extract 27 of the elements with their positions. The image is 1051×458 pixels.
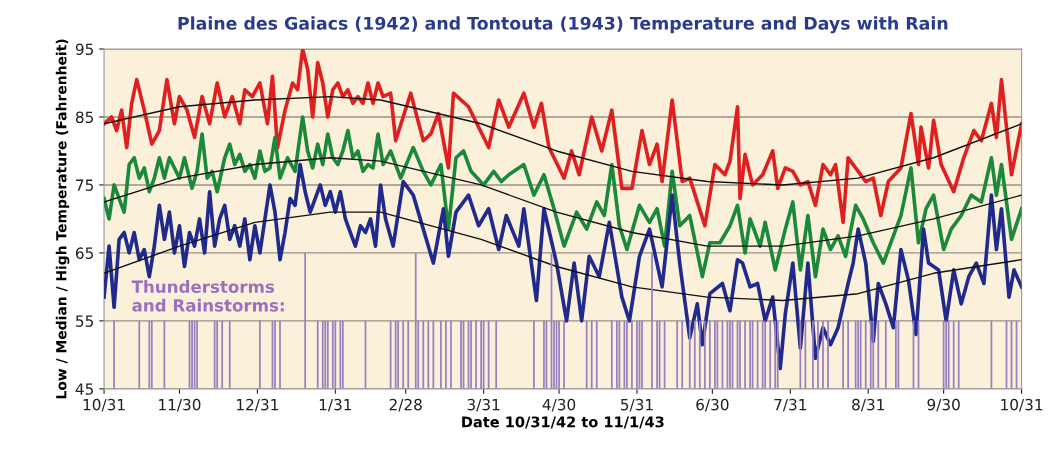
x-tick-label: 11/30 bbox=[159, 398, 201, 412]
x-tick-label: 7/31 bbox=[774, 398, 807, 412]
y-tick-label: 95 bbox=[75, 43, 93, 56]
y-tick-label: 75 bbox=[76, 179, 93, 191]
x-tick-label: 6/30 bbox=[696, 398, 729, 412]
x-tick-label: 10/31 bbox=[1001, 398, 1043, 412]
x-tick-label: 8/31 bbox=[852, 398, 884, 412]
x-tick-label: 2/28 bbox=[389, 398, 422, 412]
x-tick-label: 1/31 bbox=[319, 398, 352, 412]
x-tick-label: 9/30 bbox=[927, 398, 960, 412]
x-tick-label: 5/31 bbox=[620, 398, 653, 412]
y-tick-label: 55 bbox=[76, 315, 93, 327]
x-axis-title: Date 10/31/42 to 11/1/43 bbox=[462, 416, 664, 429]
line-series bbox=[104, 157, 1022, 247]
x-tick-label: 3/31 bbox=[467, 398, 500, 412]
line-series bbox=[104, 95, 1022, 186]
y-tick-label: 45 bbox=[75, 383, 93, 395]
x-tick-label: 10/31 bbox=[83, 398, 125, 412]
y-tick-label: 65 bbox=[75, 247, 93, 259]
chart-title: Plaine des Gaiacs (1942) and Tontouta (1943) Temperature and Days with Rain bbox=[178, 16, 948, 34]
line-series bbox=[104, 162, 1022, 371]
x-tick-label: 4/30 bbox=[542, 398, 576, 412]
y-axis-title: Low / Median / High Temperature (Fahrenheit) bbox=[55, 39, 70, 399]
annotation: Thunderstorms and Rainstorms: bbox=[131, 280, 284, 312]
y-tick-label: 85 bbox=[75, 111, 93, 123]
x-tick-label: 12/31 bbox=[237, 398, 278, 412]
line-series bbox=[104, 115, 1022, 279]
